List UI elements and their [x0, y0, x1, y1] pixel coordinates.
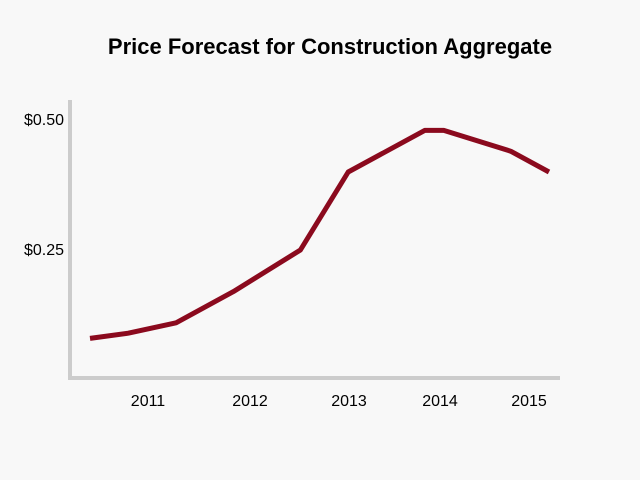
x-tick-label: 2013: [331, 393, 367, 410]
y-tick-label: $0.25: [24, 242, 64, 259]
x-tick-label: 2012: [232, 393, 268, 410]
price-series-line: [89, 127, 551, 341]
x-tick-label: 2014: [422, 393, 458, 410]
x-tick-label: 2011: [131, 393, 166, 410]
y-tick-label: $0.50: [24, 112, 64, 129]
x-tick-label: 2015: [511, 393, 547, 410]
chart-title: Price Forecast for Construction Aggregat…: [107, 34, 553, 59]
